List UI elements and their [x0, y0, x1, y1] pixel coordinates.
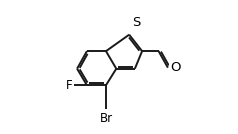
Text: F: F — [66, 79, 72, 92]
Text: S: S — [132, 16, 140, 29]
Text: O: O — [170, 61, 181, 74]
Text: Br: Br — [99, 111, 113, 124]
